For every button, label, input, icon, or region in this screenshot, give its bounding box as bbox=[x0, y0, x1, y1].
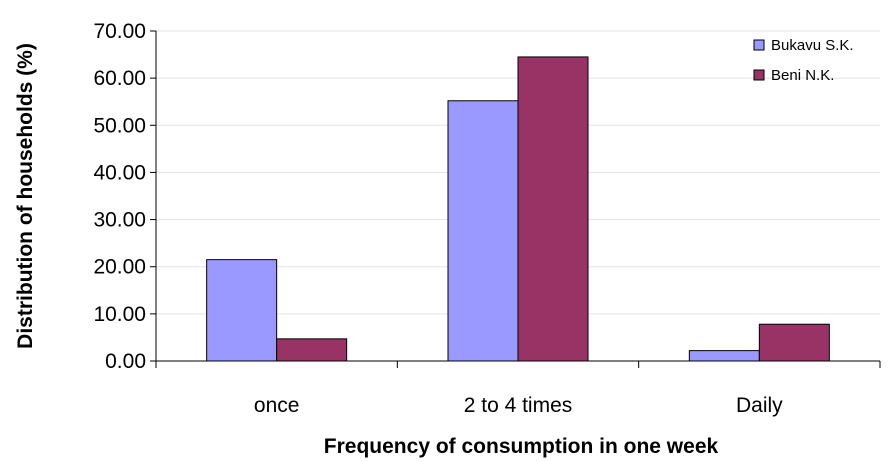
bar bbox=[688, 350, 760, 362]
y-tick-label: 0.00 bbox=[105, 350, 146, 373]
legend-label: Bukavu S.K. bbox=[771, 37, 854, 54]
bar bbox=[517, 56, 589, 362]
y-tick-label: 10.00 bbox=[93, 303, 146, 326]
bar bbox=[206, 259, 278, 362]
bars bbox=[206, 56, 830, 362]
y-tick-labels: 0.00 10.00 20.00 30.00 40.00 50.00 60.00 70.00 bbox=[93, 20, 146, 373]
y-tick-label: 20.00 bbox=[93, 256, 146, 279]
bar bbox=[276, 338, 348, 362]
x-tick-label: once bbox=[254, 394, 300, 417]
legend: Bukavu S.K. Beni N.K. bbox=[753, 37, 854, 84]
x-axis-title: Frequency of consumption in one week bbox=[324, 435, 719, 458]
legend-label: Beni N.K. bbox=[771, 67, 834, 84]
y-tick-label: 60.00 bbox=[93, 67, 146, 90]
y-tick-label: 30.00 bbox=[93, 209, 146, 232]
y-tick-label: 40.00 bbox=[93, 161, 146, 184]
x-tick-labels: once 2 to 4 times Daily bbox=[254, 394, 783, 417]
bar bbox=[447, 100, 519, 362]
legend-swatch bbox=[753, 39, 765, 51]
axes bbox=[150, 30, 881, 368]
x-tick-label: 2 to 4 times bbox=[464, 394, 573, 417]
legend-swatch bbox=[753, 69, 765, 81]
y-tick-label: 70.00 bbox=[93, 20, 146, 43]
x-tick-label: Daily bbox=[736, 394, 783, 417]
y-axis-title: Distribution of households (%) bbox=[14, 43, 37, 349]
bar bbox=[758, 323, 830, 362]
y-tick-label: 50.00 bbox=[93, 114, 146, 137]
